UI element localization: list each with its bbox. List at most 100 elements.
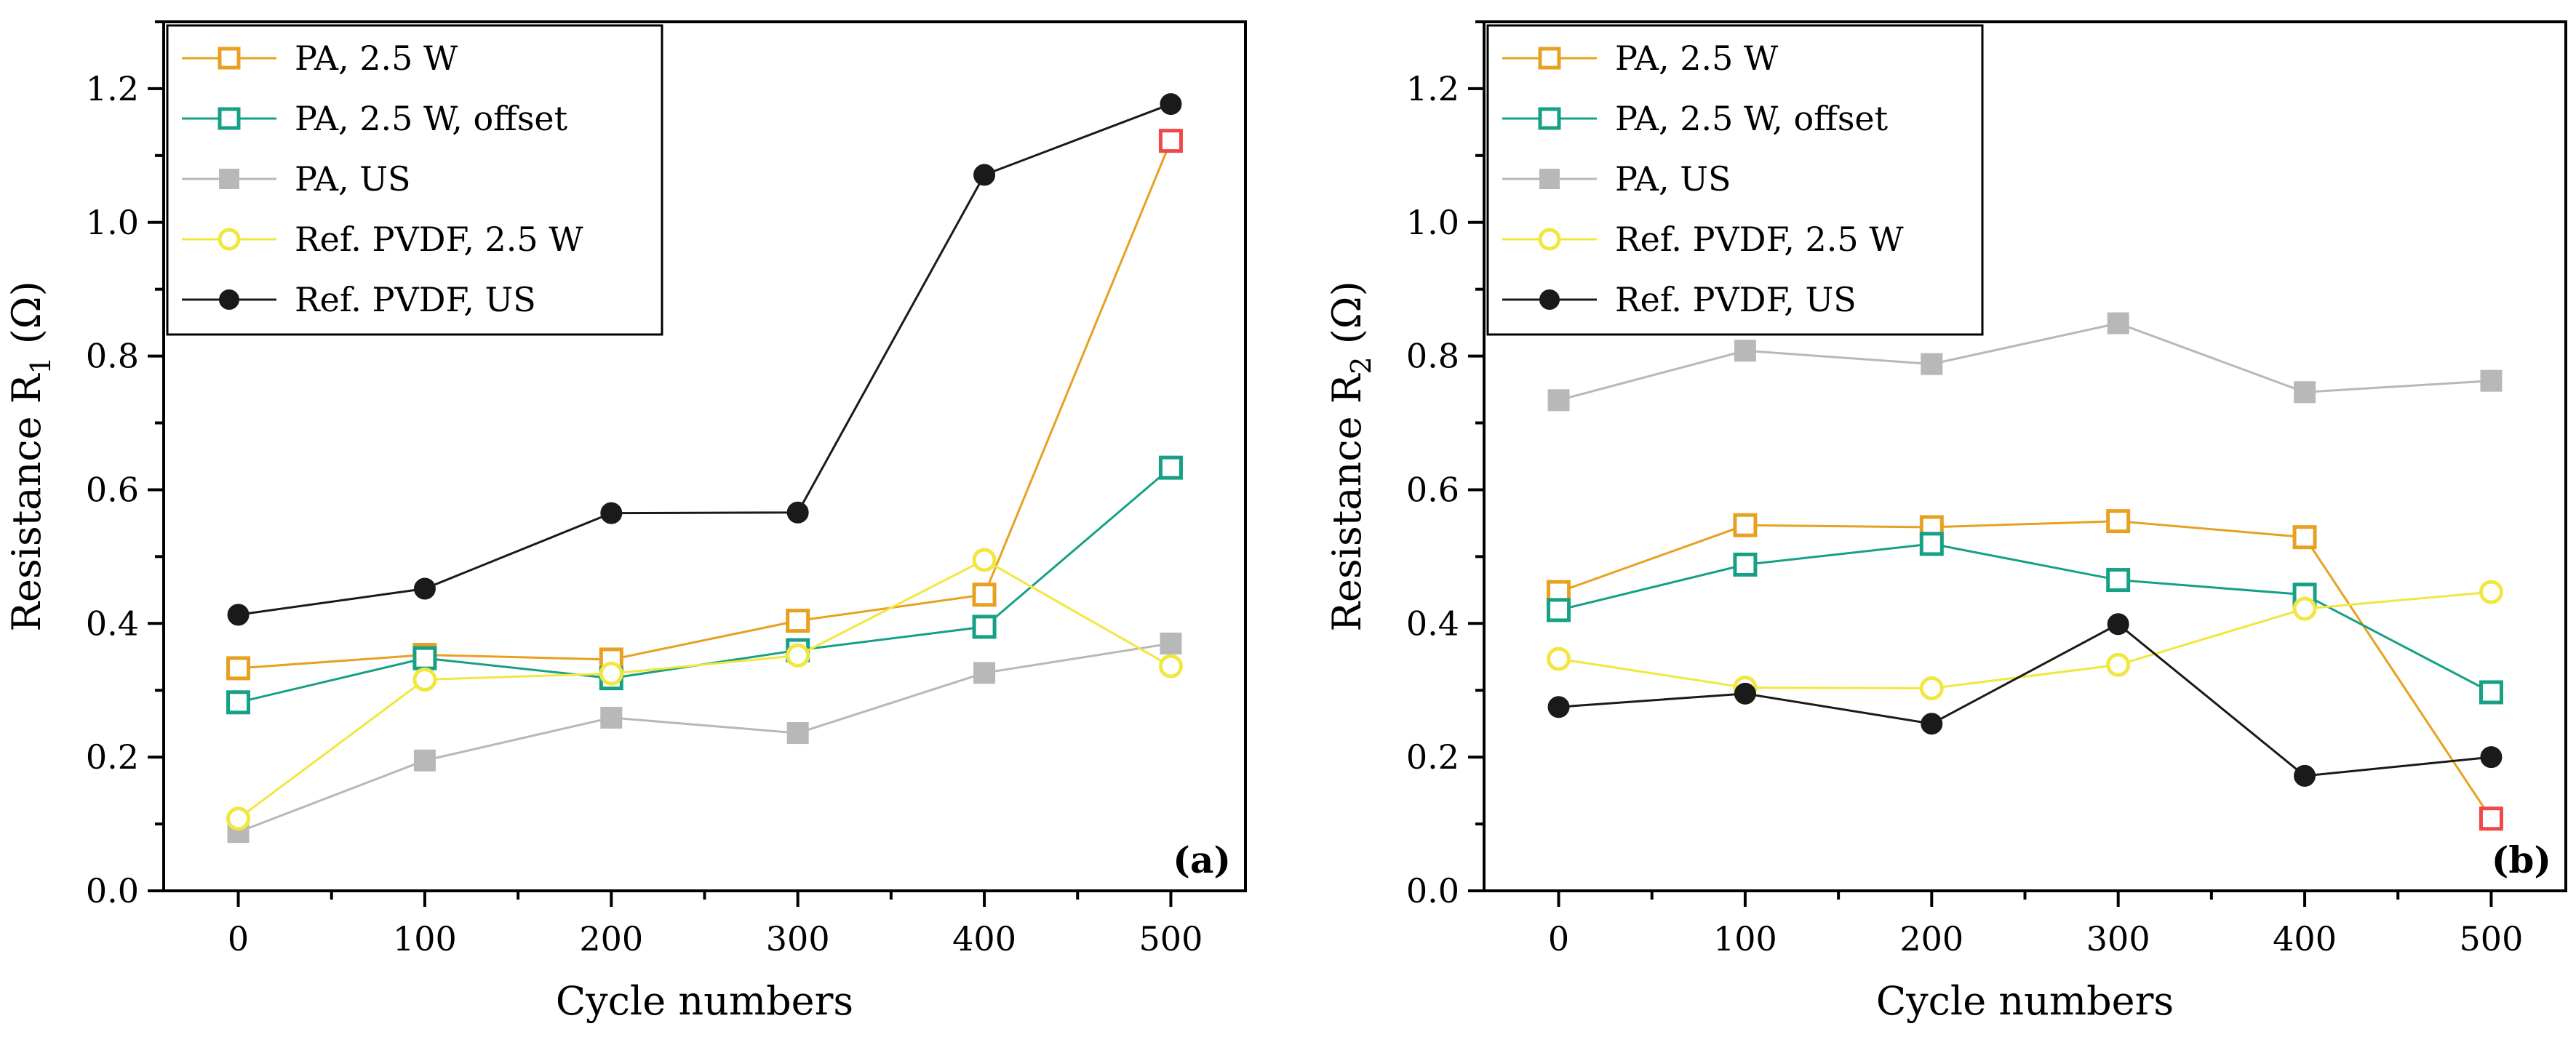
panel-label: (a) (1173, 838, 1231, 881)
legend-marker (219, 169, 239, 189)
series-4 (227, 93, 1182, 626)
legend: PA, 2.5 W PA, 2.5 W, offset PA, US Ref. PVD… (166, 24, 663, 336)
series-1 (226, 455, 1183, 715)
data-point (2106, 568, 2131, 593)
data-point (786, 609, 810, 633)
legend-entry-label: PA, 2.5 W (295, 39, 458, 78)
legend-entry-label: PA, 2.5 W, offset (295, 99, 568, 138)
data-point (1921, 713, 1943, 735)
y-tick-label: 1.2 (1406, 69, 1459, 108)
data-point (2479, 806, 2503, 831)
y-axis-label-subscript: 1 (25, 356, 57, 374)
series-line (238, 642, 1171, 833)
legend-marker (219, 289, 239, 310)
y-tick-label: 0.6 (86, 470, 139, 509)
series-line (238, 103, 1171, 616)
y-tick-label: 0.4 (86, 604, 139, 643)
data-point (2479, 680, 2503, 705)
data-point (2107, 613, 2129, 636)
x-tick-label: 500 (1139, 919, 1203, 958)
legend-entry-label: Ref. PVDF, 2.5 W (1615, 220, 1904, 259)
data-point (2292, 596, 2317, 621)
series-line (1558, 622, 2492, 777)
data-point (972, 614, 997, 639)
data-point (2106, 652, 2131, 677)
legend-marker (218, 228, 241, 251)
data-point (1734, 340, 1756, 362)
data-point (2294, 381, 2316, 404)
data-point (226, 656, 251, 681)
data-point (973, 662, 996, 684)
data-point (413, 577, 436, 600)
data-point (1160, 632, 1182, 654)
x-tick-label: 0 (1548, 919, 1569, 958)
legend-entry-label: PA, 2.5 W, offset (1615, 99, 1889, 138)
x-axis-label: Cycle numbers (556, 978, 853, 1024)
y-tick-label: 1.0 (86, 203, 139, 242)
data-point (2107, 312, 2129, 335)
y-tick-label: 0.8 (86, 337, 139, 376)
y-tick-label: 1.0 (1406, 203, 1459, 242)
series-3 (1547, 580, 2503, 700)
y-tick-label: 0.0 (86, 871, 139, 910)
data-point (227, 604, 250, 626)
data-point (972, 582, 997, 607)
legend-marker (1539, 169, 1560, 189)
y-axis-label-subscript: 2 (1345, 356, 1377, 374)
x-tick-label: 500 (2460, 919, 2524, 958)
data-point (786, 722, 809, 745)
chart-panel-b: 0 100 200 300 400 500 0.0 0.2 0.4 0.6 0.8 1.0 1.2 Cyc… (1324, 20, 2567, 1024)
y-tick-label: 0.2 (1406, 737, 1459, 777)
series-2 (227, 632, 1182, 844)
y-axis-label-main: Resistance R (4, 373, 49, 631)
data-point (2479, 580, 2503, 604)
data-point (1921, 353, 1943, 375)
x-tick-label: 400 (2273, 919, 2337, 958)
series-1 (1547, 532, 2503, 705)
x-tick-label: 0 (228, 919, 249, 958)
x-tick-label: 300 (2086, 919, 2150, 958)
legend-marker (218, 107, 241, 130)
y-tick-label: 0.6 (1406, 470, 1459, 509)
data-point (412, 668, 437, 692)
series-4 (1547, 613, 2503, 787)
y-tick-label: 0.8 (1406, 337, 1459, 376)
x-axis-label: Cycle numbers (1876, 978, 2174, 1024)
legend-entry-label: Ref. PVDF, 2.5 W (295, 220, 583, 259)
data-point (2480, 369, 2503, 392)
legend-entry-label: PA, US (295, 159, 410, 199)
legend: PA, 2.5 W PA, 2.5 W, offset PA, US Ref. PVD… (1486, 24, 1984, 336)
series-line (1558, 322, 2492, 401)
series-2 (1547, 312, 2503, 412)
x-tick-label: 300 (766, 919, 830, 958)
y-tick-label: 1.2 (86, 69, 139, 108)
series-0 (1547, 509, 2503, 831)
legend-entry-label: PA, 2.5 W (1615, 39, 1779, 78)
data-point (1919, 676, 1944, 700)
data-point (1547, 598, 1571, 622)
data-point (1733, 513, 1758, 537)
legend-entry-label: PA, US (1615, 159, 1731, 199)
y-axis-label: Resistance R2 (Ω) (1324, 281, 1377, 631)
data-point (1158, 455, 1183, 480)
x-tick-label: 200 (1899, 919, 1963, 958)
data-point (226, 690, 251, 715)
x-tick-label: 100 (1713, 919, 1777, 958)
y-axis-label-unit: (Ω) (1324, 281, 1370, 356)
series-line (237, 558, 1172, 820)
legend-marker (1538, 107, 1561, 130)
data-point (1547, 389, 1570, 412)
x-tick-label: 200 (579, 919, 643, 958)
y-axis-label-main: Resistance R (1324, 373, 1370, 631)
legend-marker (1538, 47, 1561, 70)
data-point (2292, 525, 2317, 550)
data-point (413, 749, 436, 772)
series-3 (226, 548, 1183, 831)
data-point (2480, 746, 2503, 769)
x-tick-label: 400 (952, 919, 1016, 958)
data-point (1547, 696, 1570, 718)
y-tick-label: 0.2 (86, 737, 139, 777)
legend-marker (1539, 289, 1560, 310)
data-point (412, 646, 437, 670)
legend-marker (218, 47, 241, 70)
